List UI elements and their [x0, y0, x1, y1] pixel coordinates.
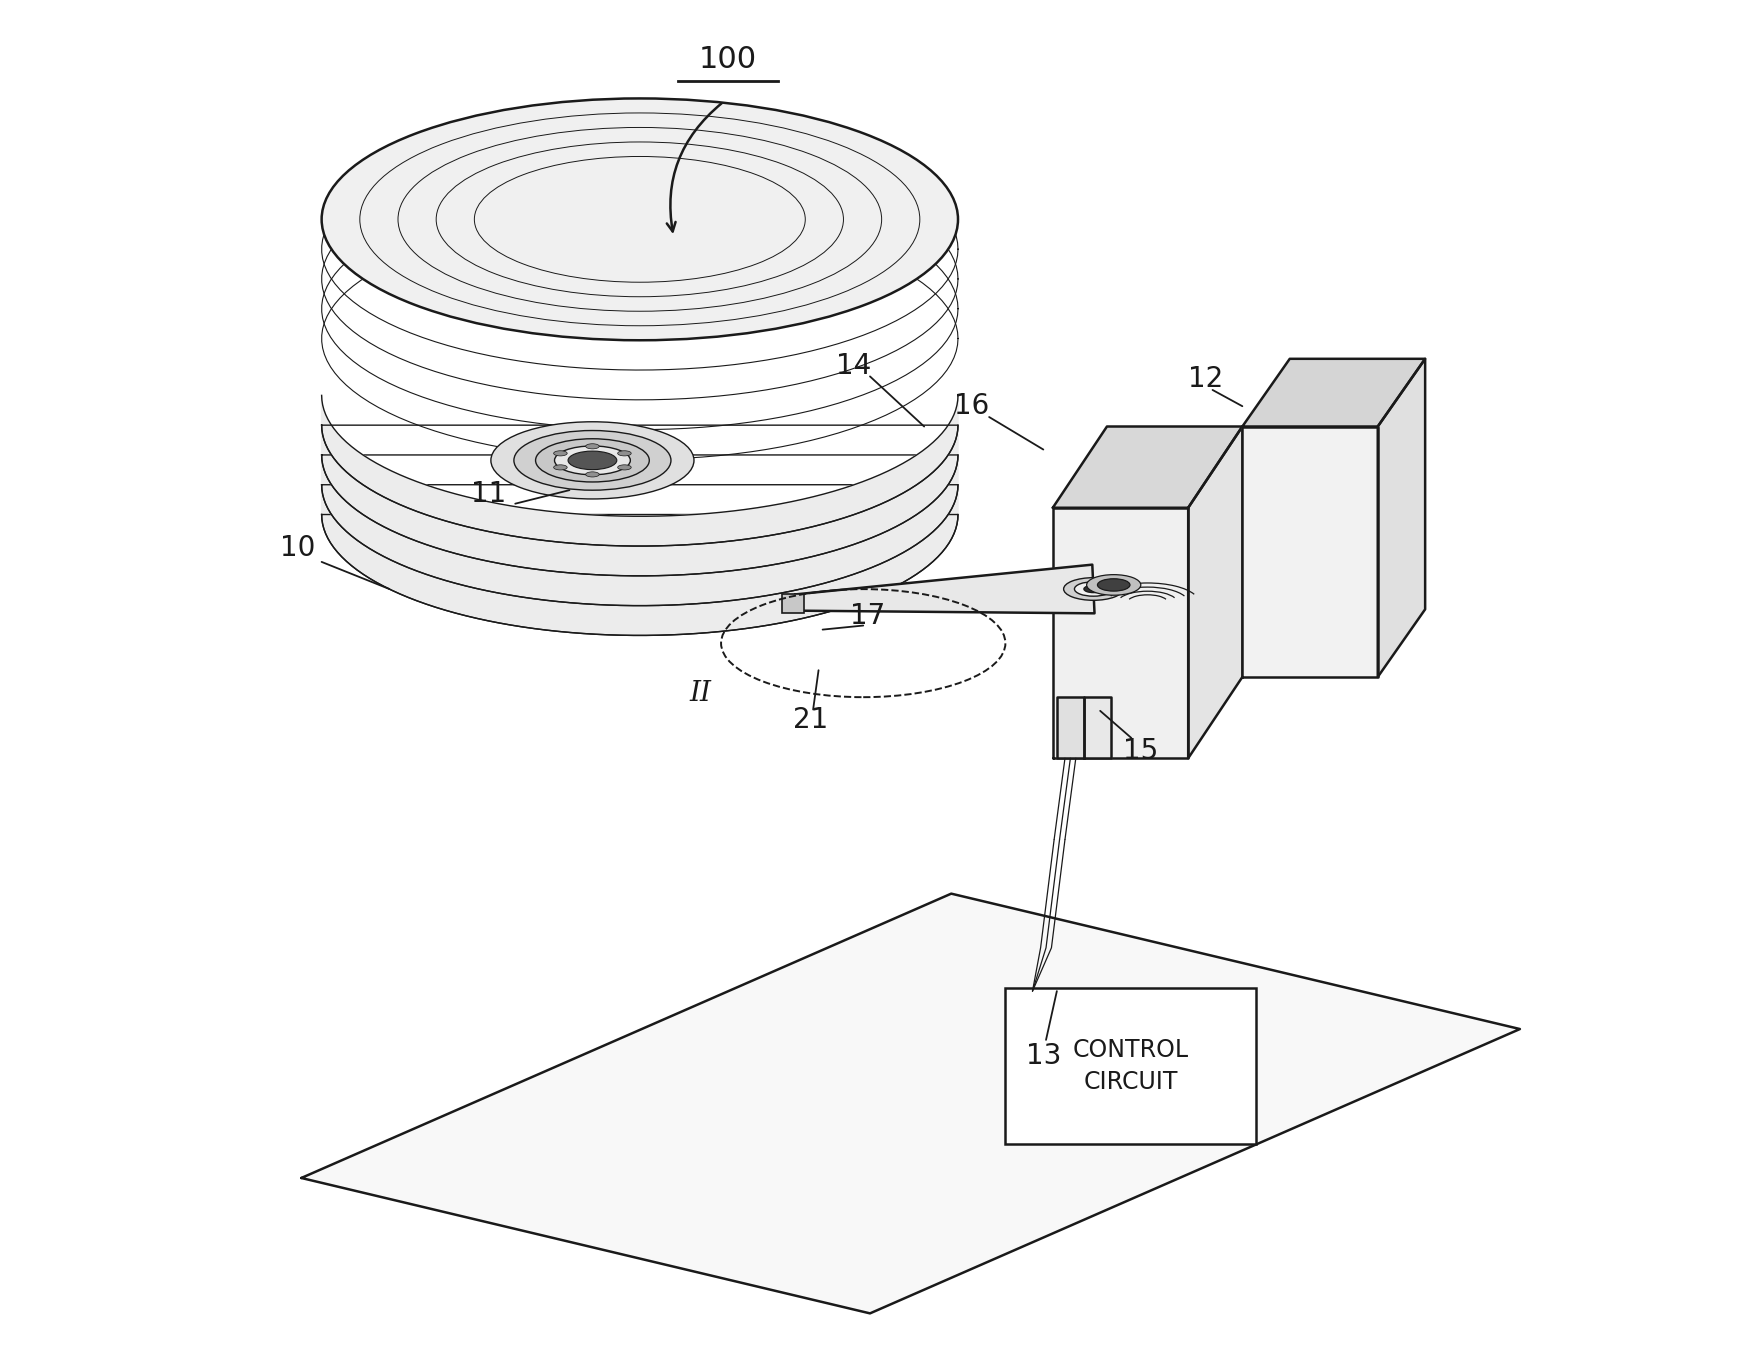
Text: 14: 14: [836, 352, 871, 379]
Ellipse shape: [567, 451, 616, 470]
Polygon shape: [1052, 508, 1188, 758]
Polygon shape: [322, 455, 958, 605]
Text: 16: 16: [953, 393, 988, 420]
Text: CONTROL
CIRCUIT: CONTROL CIRCUIT: [1071, 1039, 1188, 1094]
Polygon shape: [322, 485, 958, 635]
Polygon shape: [795, 565, 1094, 613]
Text: 21: 21: [793, 707, 828, 734]
Ellipse shape: [553, 451, 567, 456]
Text: 12: 12: [1188, 366, 1223, 393]
Polygon shape: [1056, 697, 1083, 758]
Text: 17: 17: [849, 603, 885, 630]
Bar: [781, 594, 803, 613]
Ellipse shape: [555, 445, 630, 475]
Ellipse shape: [1083, 585, 1103, 593]
Text: 13: 13: [1024, 1043, 1061, 1070]
Ellipse shape: [586, 444, 598, 450]
Ellipse shape: [1063, 578, 1123, 600]
Polygon shape: [322, 395, 958, 546]
Polygon shape: [301, 894, 1520, 1313]
Polygon shape: [1052, 427, 1242, 508]
Ellipse shape: [322, 99, 958, 340]
Text: 15: 15: [1123, 738, 1158, 765]
Polygon shape: [1083, 697, 1111, 758]
Polygon shape: [1188, 427, 1242, 758]
Polygon shape: [1242, 359, 1424, 427]
Polygon shape: [1242, 427, 1377, 677]
Ellipse shape: [1075, 582, 1111, 596]
Ellipse shape: [490, 421, 694, 500]
Polygon shape: [1377, 359, 1424, 677]
Ellipse shape: [1087, 574, 1141, 596]
Ellipse shape: [553, 464, 567, 470]
Ellipse shape: [513, 431, 671, 490]
Bar: [1005, 988, 1256, 1144]
Ellipse shape: [617, 451, 631, 456]
Text: 11: 11: [470, 481, 506, 508]
Ellipse shape: [536, 439, 649, 482]
Polygon shape: [322, 425, 958, 575]
Ellipse shape: [1097, 578, 1129, 592]
Ellipse shape: [617, 464, 631, 470]
Text: 10: 10: [280, 535, 315, 562]
Ellipse shape: [586, 471, 598, 477]
Text: II: II: [689, 680, 711, 707]
Text: 100: 100: [699, 46, 756, 74]
